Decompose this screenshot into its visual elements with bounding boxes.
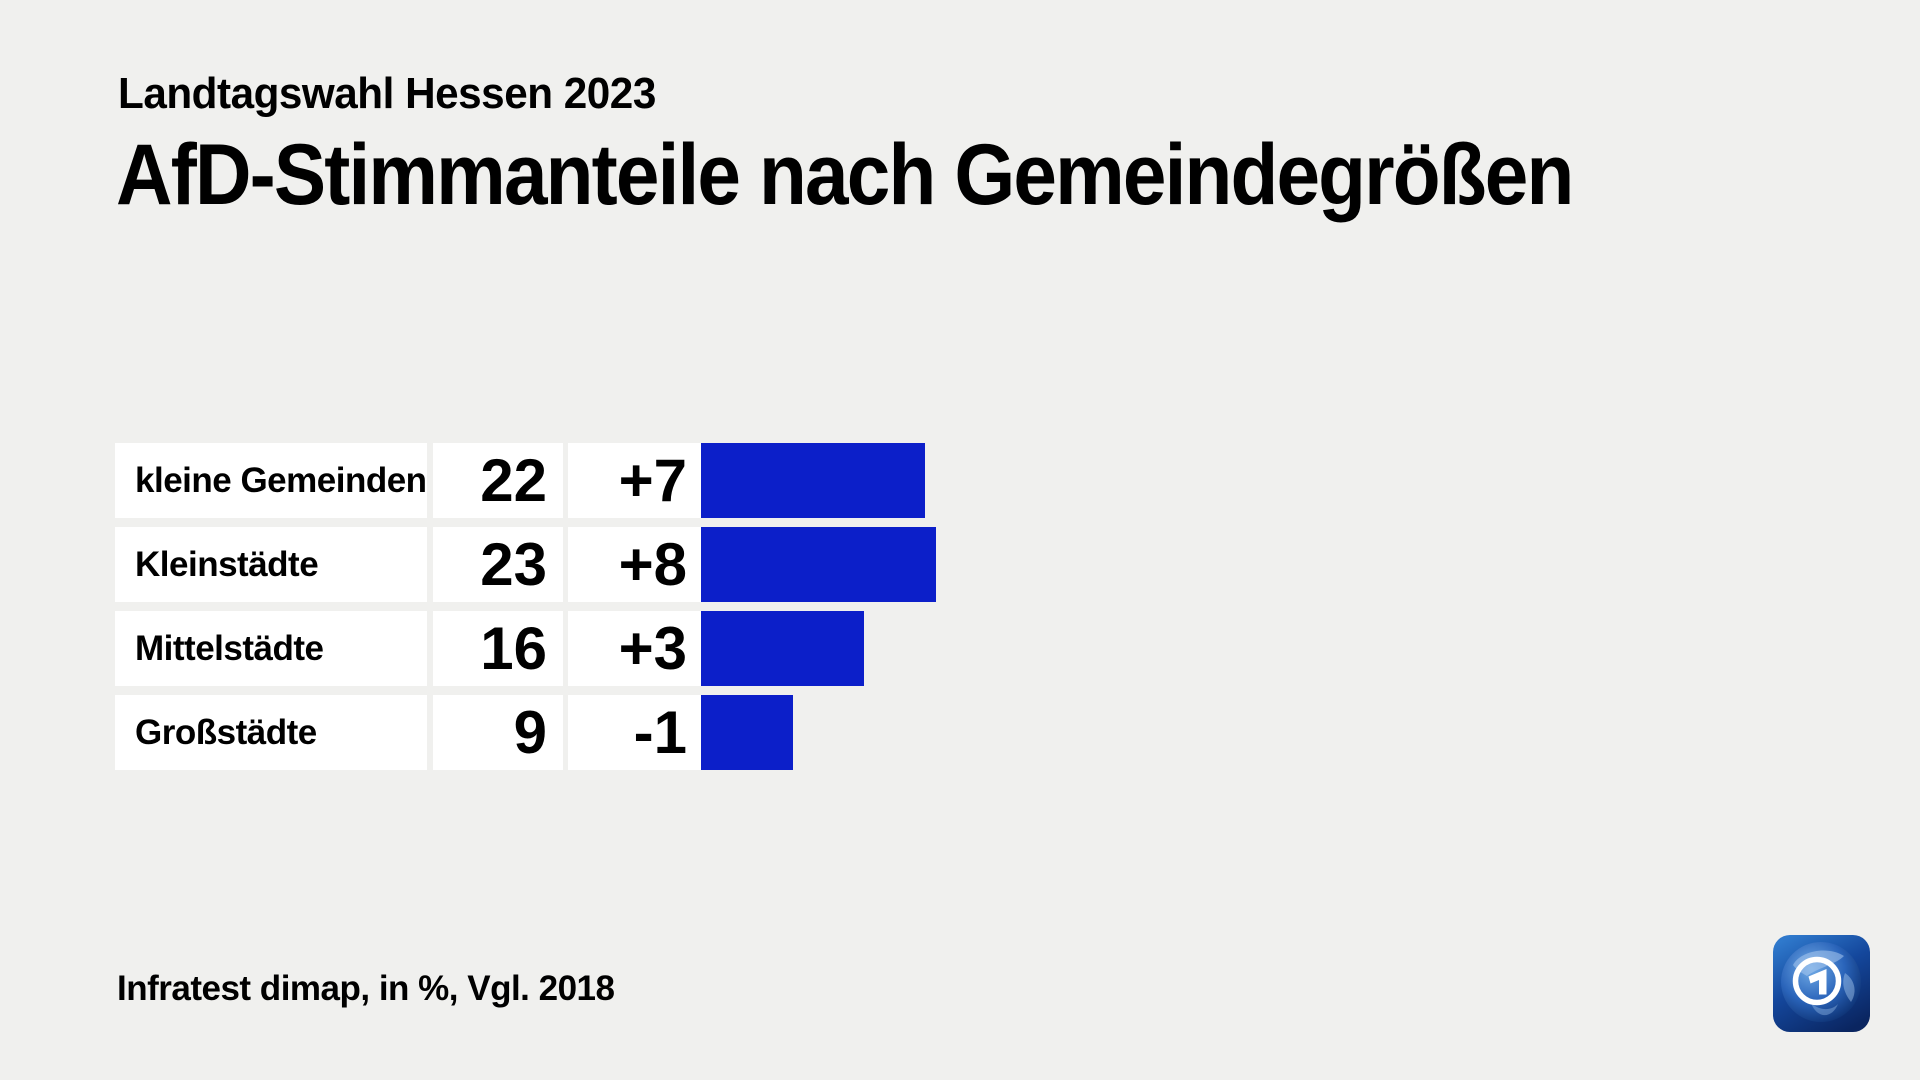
change-cell: +3 — [568, 611, 701, 686]
value-cell: 16 — [433, 611, 563, 686]
chart-title: AfD-Stimmanteile nach Gemeindegrößen — [116, 127, 1574, 223]
ard-tagesschau-logo-icon — [1773, 935, 1870, 1032]
value-cell: 22 — [433, 443, 563, 518]
value-bar — [701, 695, 793, 770]
category-label: Mittelstädte — [115, 611, 427, 686]
value-bar — [701, 527, 936, 602]
category-label: kleine Gemeinden — [115, 443, 427, 518]
category-label: Großstädte — [115, 695, 427, 770]
category-label: Kleinstädte — [115, 527, 427, 602]
table-row: Kleinstädte 23 +8 — [115, 527, 936, 602]
value-bar — [701, 443, 925, 518]
change-cell: +8 — [568, 527, 701, 602]
bar-table: kleine Gemeinden 22 +7 Kleinstädte 23 +8… — [115, 443, 936, 779]
source-attribution: Infratest dimap, in %, Vgl. 2018 — [117, 969, 615, 1008]
table-row: kleine Gemeinden 22 +7 — [115, 443, 936, 518]
ard-logo-svg — [1773, 935, 1870, 1032]
value-cell: 9 — [433, 695, 563, 770]
table-row: Großstädte 9 -1 — [115, 695, 936, 770]
value-bar — [701, 611, 864, 686]
change-cell: -1 — [568, 695, 701, 770]
value-cell: 23 — [433, 527, 563, 602]
change-cell: +7 — [568, 443, 701, 518]
table-row: Mittelstädte 16 +3 — [115, 611, 936, 686]
chart-subtitle: Landtagswahl Hessen 2023 — [118, 69, 656, 118]
